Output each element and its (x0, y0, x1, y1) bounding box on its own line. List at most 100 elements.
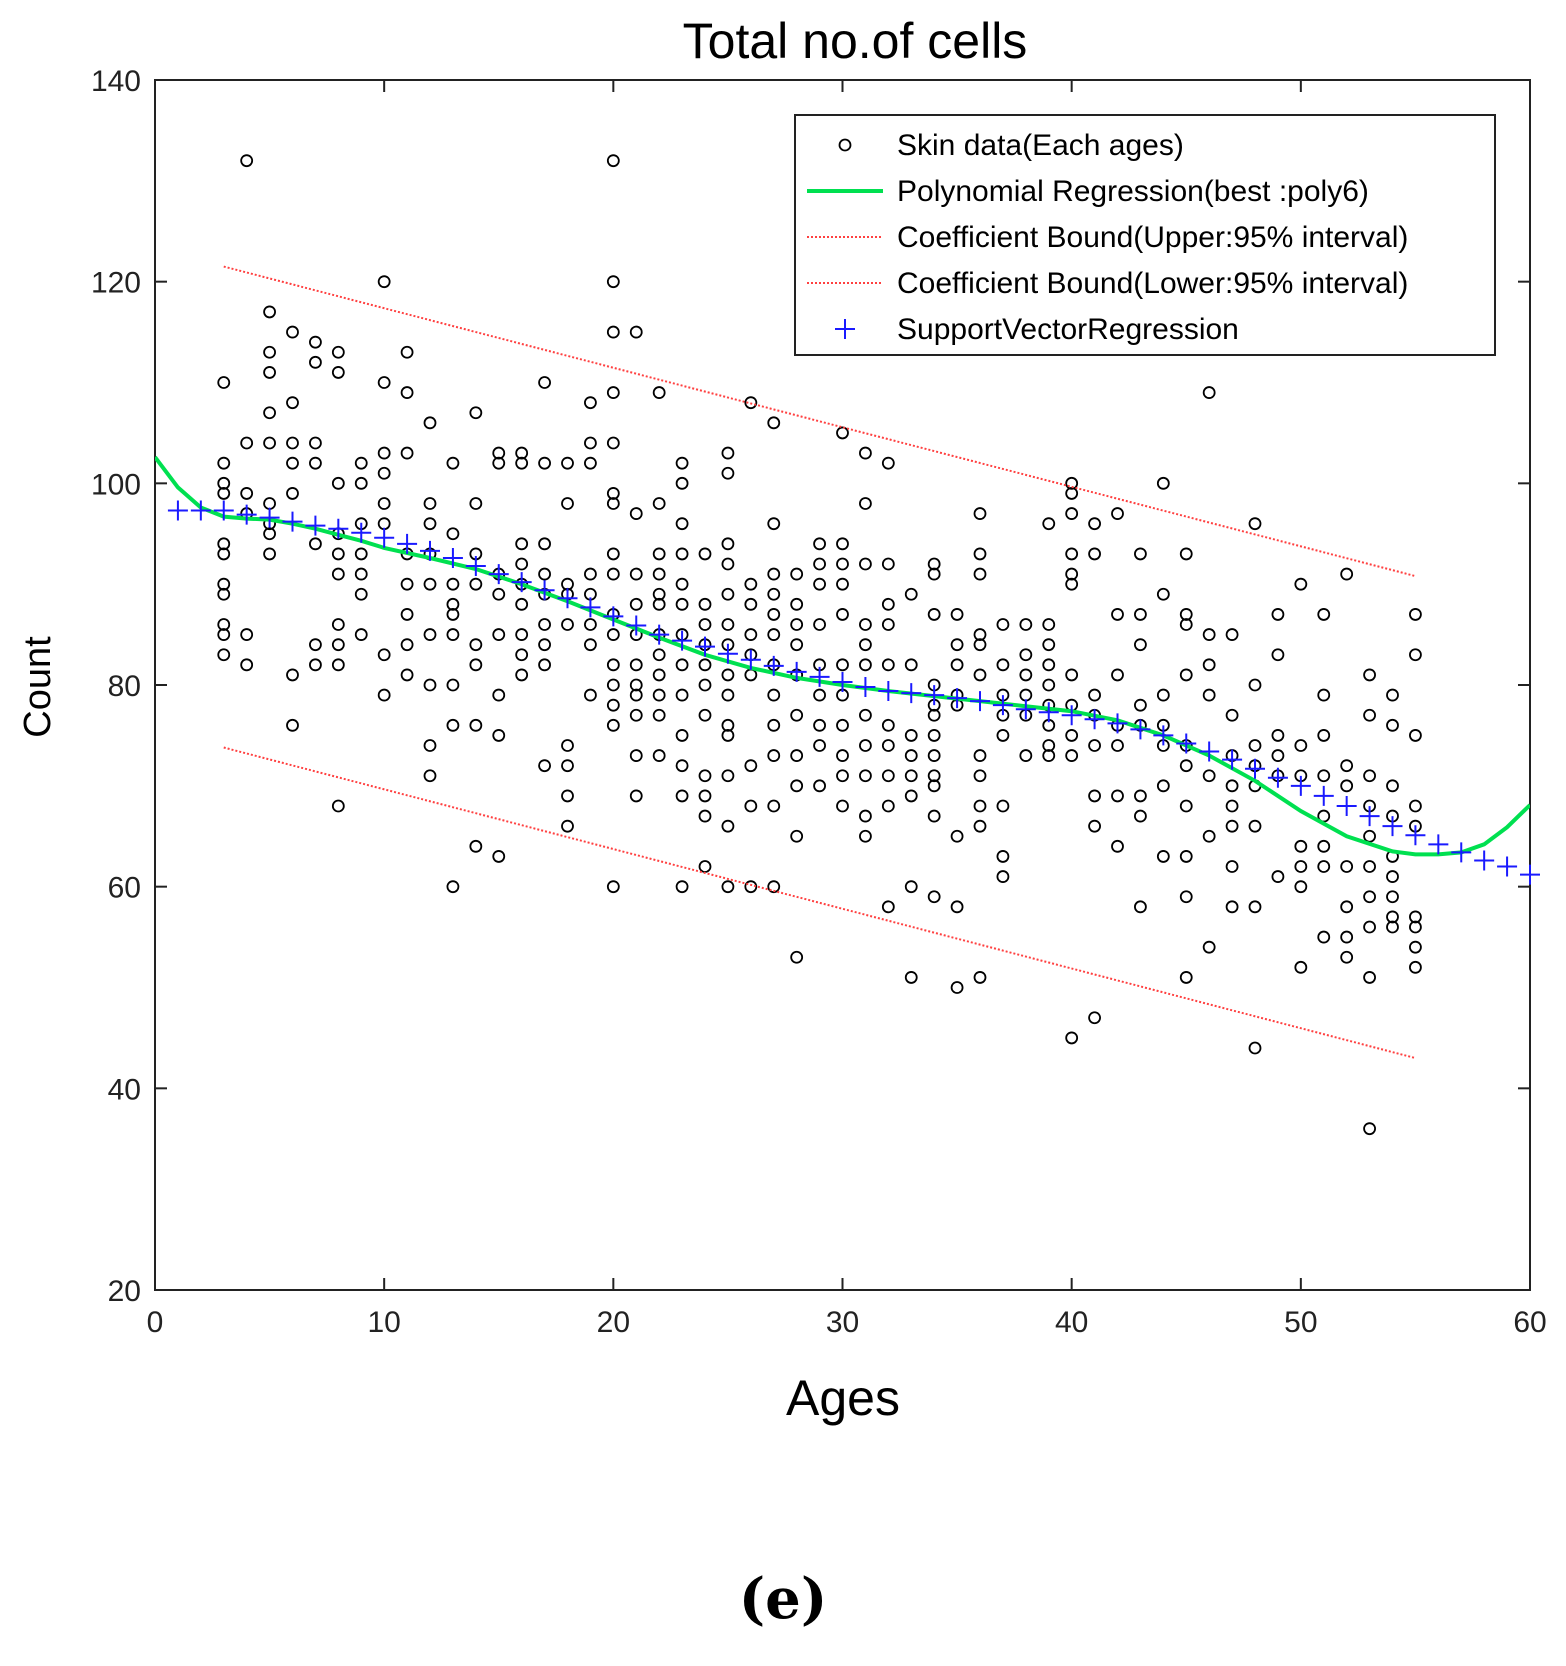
skin-data-point (492, 688, 506, 702)
skin-data-point (584, 618, 597, 631)
skin-data-point (263, 366, 276, 379)
svr-point (420, 540, 440, 561)
svr-point (947, 688, 968, 709)
skin-data-point (652, 708, 666, 722)
y-tick-label: 20 (108, 1275, 141, 1308)
skin-data-point (973, 507, 987, 520)
legend-marker-plus (835, 319, 855, 339)
skin-data-point (263, 305, 276, 319)
skin-data-point (1409, 648, 1422, 662)
svr-point (1153, 725, 1174, 746)
skin-data-point (331, 618, 345, 631)
skin-data-point (652, 587, 666, 601)
svr-point (1267, 767, 1288, 788)
skin-data-point (698, 597, 712, 611)
skin-data-point (675, 759, 689, 773)
skin-data-point (331, 567, 345, 581)
skin-data-point (1065, 547, 1079, 561)
skin-data-point (1386, 920, 1399, 934)
skin-data-point (1179, 850, 1193, 863)
skin-data-point (606, 567, 620, 581)
skin-data-point (698, 658, 712, 672)
skin-data-point (1271, 608, 1285, 621)
svr-point (626, 615, 647, 636)
skin-data-point (538, 567, 551, 581)
skin-data-point (286, 718, 299, 732)
skin-data-point (790, 638, 804, 652)
skin-data-point (286, 668, 299, 682)
skin-data-point (1134, 789, 1147, 803)
skin-data-point (584, 456, 597, 470)
svr-point (786, 661, 807, 682)
svr-point (1107, 713, 1128, 734)
skin-data-point (354, 476, 368, 490)
skin-data-point (469, 718, 483, 732)
skin-data-point (813, 577, 826, 591)
skin-data-point (377, 648, 391, 662)
skin-data-point (744, 880, 758, 894)
skin-data-point (1111, 839, 1124, 853)
lower-bound-line (223, 746, 1416, 1060)
svr-point (1176, 733, 1197, 754)
svr-point (236, 504, 257, 525)
skin-data-point (263, 406, 276, 420)
skin-data-point (1179, 618, 1193, 631)
skin-data-point (652, 547, 666, 561)
skin-data-point (217, 537, 231, 551)
skin-data-point (1340, 759, 1354, 773)
skin-data-point (354, 456, 368, 470)
skin-data-point (996, 729, 1010, 742)
skin-data-point (1065, 729, 1079, 742)
svr-point (1199, 741, 1220, 762)
skin-data-point (836, 557, 849, 571)
skin-data-point (1179, 547, 1193, 561)
skin-data-point (813, 718, 826, 732)
y-tick-label: 120 (91, 267, 141, 300)
skin-data-point (1156, 779, 1170, 793)
skin-data-point (561, 789, 574, 803)
skin-data-point (629, 507, 643, 520)
skin-data-point (1179, 759, 1193, 773)
skin-data-point (423, 628, 437, 641)
svr-point (763, 655, 784, 676)
skin-data-point (538, 658, 551, 672)
skin-data-point (767, 718, 781, 732)
skin-data-point (698, 860, 712, 873)
skin-data-point (881, 618, 895, 631)
svr-point (465, 556, 486, 577)
skin-data-point (1248, 1041, 1262, 1055)
skin-data-point (538, 618, 551, 631)
skin-data-point (1363, 1122, 1376, 1136)
skin-data-point (423, 497, 437, 510)
skin-data-point (721, 668, 735, 682)
skin-data-point (1088, 789, 1101, 803)
skin-data-point (767, 517, 781, 531)
skin-data-point (629, 567, 643, 581)
legend-label: Polynomial Regression(best :poly6) (897, 175, 1369, 208)
skin-data-point (1088, 517, 1101, 531)
skin-data-point (881, 597, 895, 611)
skin-data-point (950, 658, 964, 672)
skin-data-point (721, 587, 735, 601)
skin-data-point (698, 678, 712, 692)
skin-data-point (744, 799, 758, 813)
skin-data-point (1042, 517, 1056, 531)
skin-data-point (996, 618, 1010, 631)
skin-data-point (675, 658, 689, 672)
skin-data-point (492, 456, 506, 470)
svr-point (1015, 699, 1036, 720)
skin-data-point (652, 567, 666, 581)
skin-data-point (217, 618, 231, 631)
skin-data-point (675, 577, 689, 591)
skin-data-point (286, 456, 299, 470)
skin-data-point (675, 597, 689, 611)
svr-point (511, 572, 532, 593)
skin-data-point (240, 487, 254, 500)
skin-data-point (836, 769, 849, 783)
skin-data-point (973, 971, 987, 984)
skin-data-point (859, 557, 872, 571)
skin-data-point (1271, 648, 1285, 662)
skin-data-point (446, 608, 460, 621)
skin-data-point (606, 275, 620, 289)
